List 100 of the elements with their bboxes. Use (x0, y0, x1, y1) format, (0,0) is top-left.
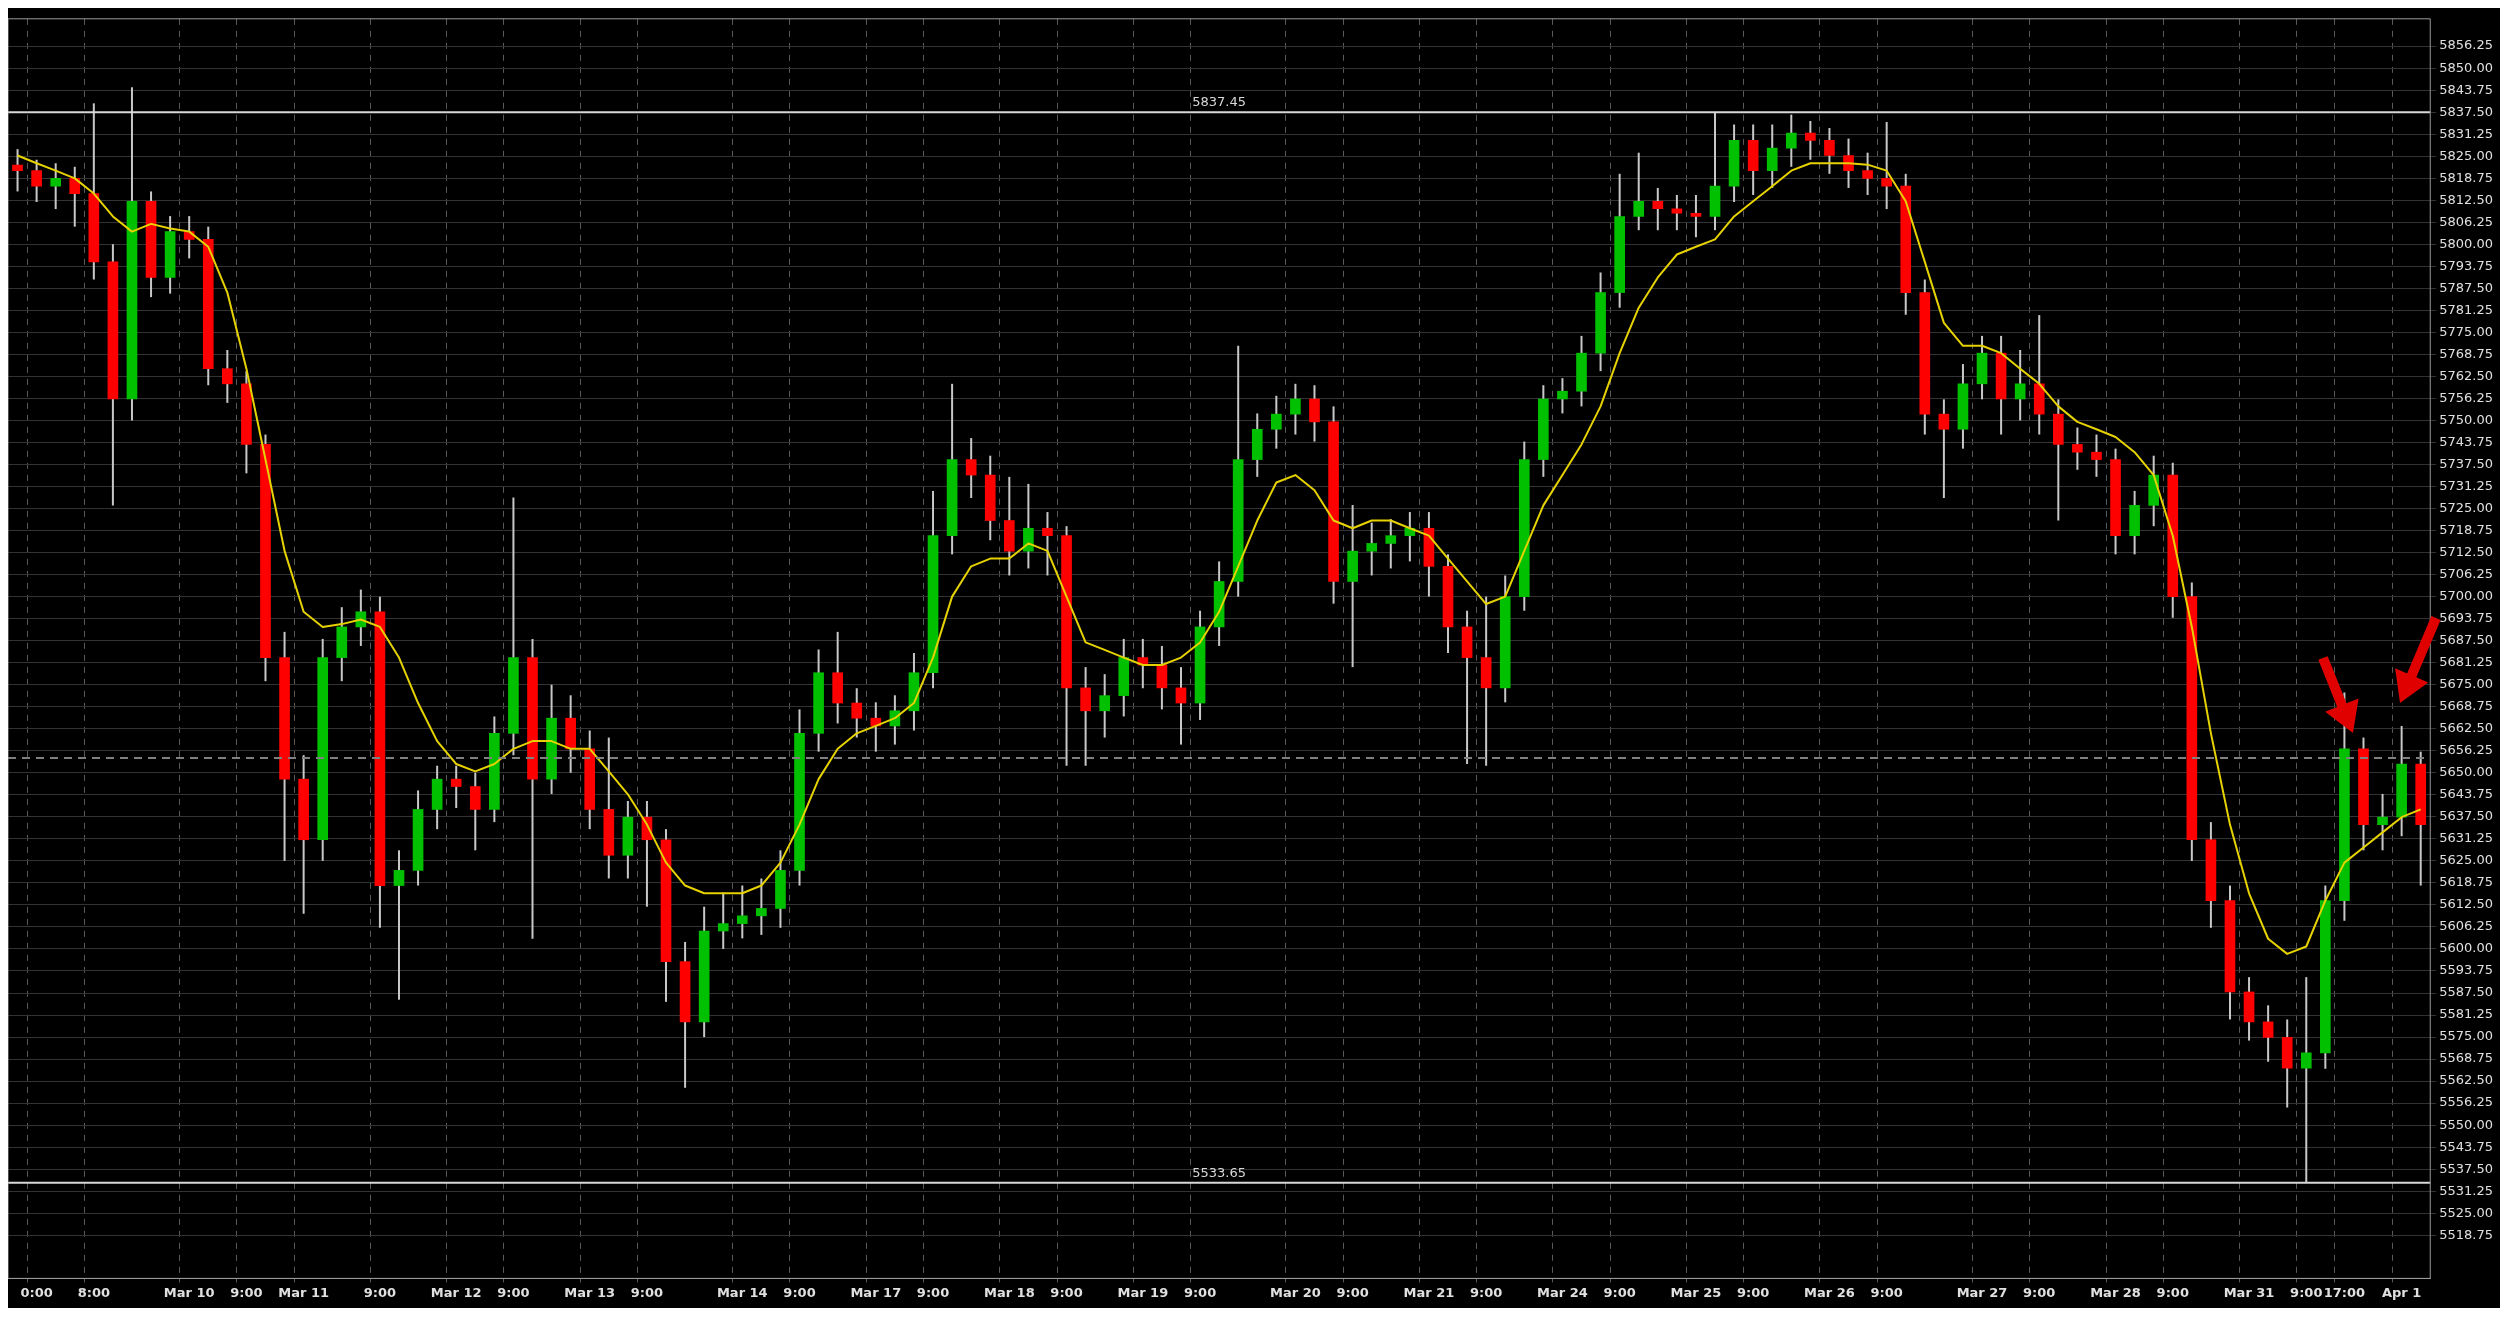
y-tick-label: 5612.50 (2439, 896, 2494, 912)
x-tick-label: 9:00 (1183, 1284, 1217, 1300)
x-tick-label: 9:00 (1469, 1284, 1503, 1300)
y-tick-label: 5718.75 (2439, 521, 2494, 537)
candlestick (1271, 394, 1282, 450)
candlestick (1290, 382, 1301, 436)
y-tick-label: 5787.50 (2439, 279, 2494, 295)
candlestick (31, 158, 42, 204)
candlestick (1824, 127, 1835, 175)
y-tick-label: 5737.50 (2439, 455, 2494, 471)
x-tick-label: Mar 31 (2223, 1284, 2275, 1300)
y-tick-label: 5625.00 (2439, 852, 2494, 868)
y-tick-label: 5631.25 (2439, 830, 2494, 846)
y-tick-label: 5856.25 (2439, 37, 2494, 53)
y-tick-label: 5637.50 (2439, 808, 2494, 824)
x-tick-label: Mar 24 (1537, 1284, 1588, 1300)
candlestick (1385, 518, 1397, 570)
y-tick-label: 5550.00 (2439, 1116, 2494, 1132)
x-tick-label: Mar 25 (1670, 1284, 1722, 1300)
y-tick-label: 5618.75 (2439, 874, 2494, 890)
ref-line-label: 5837.45 (1192, 94, 1246, 110)
y-tick-label: 5725.00 (2439, 499, 2494, 515)
x-tick-label: 9:00 (497, 1284, 530, 1300)
candlestick (2377, 792, 2388, 852)
candlestick (965, 437, 977, 499)
x-tick-label: 9:00 (1336, 1284, 1369, 1300)
candlestick (222, 349, 233, 404)
x-tick-label: Mar 13 (564, 1284, 616, 1300)
y-tick-label: 5750.00 (2439, 411, 2494, 427)
x-tick-label: 9:00 (230, 1284, 263, 1300)
y-tick-label: 5850.00 (2439, 59, 2494, 75)
y-tick-label: 5675.00 (2439, 676, 2494, 692)
y-tick-label: 5781.25 (2439, 301, 2494, 317)
y-tick-label: 5593.75 (2439, 962, 2494, 978)
x-tick-label: Mar 19 (1117, 1284, 1169, 1300)
x-tick-label: 0:00 (20, 1284, 53, 1300)
x-tick-label: Mar 21 (1403, 1284, 1455, 1300)
y-tick-label: 5756.25 (2439, 389, 2494, 405)
y-tick-label: 5825.00 (2439, 147, 2494, 163)
candlestick (851, 687, 863, 739)
candlestick (1766, 123, 1778, 189)
y-tick-label: 5568.75 (2439, 1050, 2494, 1066)
y-tick-label: 5743.75 (2439, 433, 2494, 449)
candlestick (756, 877, 767, 936)
y-tick-label: 5800.00 (2439, 235, 2494, 251)
y-tick-label: 5843.75 (2439, 81, 2494, 97)
y-tick-label: 5562.50 (2439, 1072, 2494, 1088)
y-tick-label: 5768.75 (2439, 345, 2494, 361)
x-tick-label: 9:00 (2023, 1284, 2056, 1300)
y-tick-label: 5556.25 (2439, 1094, 2494, 1110)
x-tick-label: 9:00 (1870, 1284, 1903, 1300)
candlestick (1671, 193, 1683, 232)
candlestick (2091, 433, 2102, 478)
y-tick-label: 5531.25 (2439, 1182, 2494, 1198)
y-tick-label: 5662.50 (2439, 720, 2494, 736)
y-tick-label: 5575.00 (2439, 1028, 2494, 1044)
x-tick-label: 9:00 (1050, 1284, 1083, 1300)
x-tick-label: Mar 14 (716, 1284, 768, 1300)
candlestick (1862, 151, 1873, 196)
y-tick-label: 5712.50 (2439, 543, 2494, 559)
candlestick (717, 891, 729, 950)
candlestick (1843, 137, 1854, 189)
x-tick-label: 17:00 (2323, 1284, 2366, 1300)
y-tick-label: 5656.25 (2439, 742, 2494, 758)
y-tick-label: 5687.50 (2439, 632, 2494, 648)
y-tick-label: 5818.75 (2439, 169, 2494, 185)
y-tick-label: 5587.50 (2439, 984, 2494, 1000)
candlestick (1099, 673, 1111, 739)
y-tick-label: 5731.25 (2439, 477, 2494, 493)
candlestick (1652, 186, 1664, 232)
candlestick (2072, 426, 2083, 471)
y-tick-label: 5600.00 (2439, 940, 2494, 956)
y-tick-label: 5775.00 (2439, 323, 2494, 339)
x-tick-label: 9:00 (630, 1284, 664, 1300)
x-tick-label: Mar 20 (1270, 1284, 1321, 1300)
y-tick-label: 5518.75 (2439, 1226, 2494, 1242)
y-tick-label: 5681.25 (2439, 654, 2494, 670)
candlestick (1023, 482, 1034, 570)
y-tick-label: 5606.25 (2439, 918, 2494, 934)
candlestick (2014, 349, 2026, 422)
y-tick-label: 5543.75 (2439, 1138, 2494, 1154)
candlestick (2300, 976, 2312, 1184)
y-tick-label: 5581.25 (2439, 1006, 2494, 1022)
candlestick (1309, 384, 1320, 443)
x-tick-label: Mar 11 (278, 1284, 329, 1300)
candlestick (393, 849, 405, 1001)
candlestick (1633, 151, 1645, 232)
y-tick-label: 5812.50 (2439, 191, 2494, 207)
x-tick-label: Mar 17 (850, 1284, 902, 1300)
x-tick-label: 9:00 (783, 1284, 816, 1300)
candlestick (1080, 666, 1091, 767)
y-tick-label: 5525.00 (2439, 1204, 2494, 1220)
candlestick (2262, 1004, 2274, 1063)
ref-line-label: 5533.65 (1192, 1164, 1246, 1180)
candlestick (12, 148, 23, 193)
candlestick (69, 165, 81, 228)
x-tick-label: 9:00 (916, 1284, 950, 1300)
candlestick (736, 884, 748, 940)
y-tick-label: 5693.75 (2439, 610, 2494, 626)
candlestick (1938, 398, 1950, 499)
